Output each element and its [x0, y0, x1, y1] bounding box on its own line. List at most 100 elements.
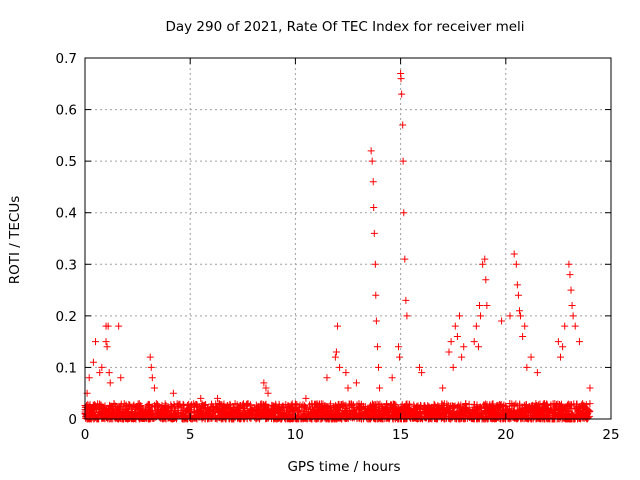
data-point [586, 384, 594, 392]
data-point [300, 410, 308, 418]
x-tick-label: 15 [392, 427, 409, 443]
data-point [237, 414, 245, 422]
data-point [559, 404, 567, 412]
data-point [85, 374, 93, 382]
data-point [502, 402, 510, 410]
data-point [105, 401, 113, 409]
data-point [372, 317, 380, 325]
data-point [521, 322, 529, 330]
data-point [467, 409, 475, 417]
data-point [139, 410, 147, 418]
data-point [545, 408, 553, 416]
data-point [514, 291, 522, 299]
data-point [89, 358, 97, 366]
data-point [510, 402, 518, 410]
data-point [487, 414, 495, 422]
data-point [515, 307, 523, 315]
data-point [573, 405, 581, 413]
data-point [470, 338, 478, 346]
data-point [162, 402, 170, 410]
data-point [511, 408, 519, 416]
data-point [294, 409, 302, 417]
data-point [370, 229, 378, 237]
data-point [223, 402, 231, 410]
data-point [451, 322, 459, 330]
data-point [399, 157, 407, 165]
data-point [439, 384, 447, 392]
data-point [538, 404, 546, 412]
data-point [88, 414, 96, 422]
data-point [566, 271, 574, 279]
y-tick-label: 0.3 [56, 257, 77, 273]
data-point [453, 404, 461, 412]
data-point [208, 414, 216, 422]
data-point [397, 75, 405, 83]
data-point [268, 405, 276, 413]
y-tick-labels: 0 0.1 0.2 0.3 0.4 0.5 0.6 0.7 [56, 51, 77, 428]
data-point [425, 405, 433, 413]
data-point [557, 413, 565, 421]
data-point [170, 414, 178, 422]
data-point [402, 401, 410, 409]
data-point [440, 400, 448, 408]
data-point [516, 400, 524, 408]
data-point [401, 255, 409, 263]
data-point [369, 178, 377, 186]
data-point [147, 363, 155, 371]
data-point [532, 403, 540, 411]
data-point [458, 353, 466, 361]
data-point [370, 204, 378, 212]
data-point [191, 414, 199, 422]
data-point [198, 400, 206, 408]
data-point [540, 411, 548, 419]
data-points [81, 69, 594, 423]
data-point [542, 400, 550, 408]
data-point [291, 400, 299, 408]
data-point [180, 402, 188, 410]
data-point [517, 312, 525, 320]
data-point [477, 312, 485, 320]
data-point [179, 410, 187, 418]
data-point [527, 353, 535, 361]
data-point [344, 384, 352, 392]
y-tick-label: 0.1 [56, 360, 77, 376]
data-point [312, 414, 320, 422]
data-point [526, 409, 534, 417]
data-point [513, 281, 521, 289]
data-point [340, 402, 348, 410]
data-point [148, 414, 156, 422]
data-point [399, 121, 407, 129]
data-point [459, 405, 467, 413]
data-point [475, 414, 483, 422]
data-point [554, 338, 562, 346]
data-point [306, 414, 314, 422]
data-point [99, 414, 107, 422]
data-point [202, 404, 210, 412]
data-point [505, 414, 513, 422]
plot-frame [84, 57, 612, 420]
data-point [86, 409, 94, 417]
data-point [390, 403, 398, 411]
data-point [147, 410, 155, 418]
data-point [400, 209, 408, 217]
y-tick-label: 0.5 [56, 154, 77, 170]
data-point [318, 407, 326, 415]
data-point [462, 400, 470, 408]
data-point [309, 403, 317, 411]
data-point [490, 411, 498, 419]
data-point [112, 412, 120, 420]
data-point [105, 369, 113, 377]
data-point [279, 409, 287, 417]
data-point [275, 414, 283, 422]
data-point [148, 374, 156, 382]
data-point [557, 353, 565, 361]
data-point [448, 414, 456, 422]
data-point [533, 369, 541, 377]
y-tick-label: 0.7 [56, 51, 77, 67]
data-point [96, 400, 104, 408]
data-point [450, 403, 458, 411]
data-point [445, 348, 453, 356]
data-point [575, 338, 583, 346]
data-point [410, 403, 418, 411]
